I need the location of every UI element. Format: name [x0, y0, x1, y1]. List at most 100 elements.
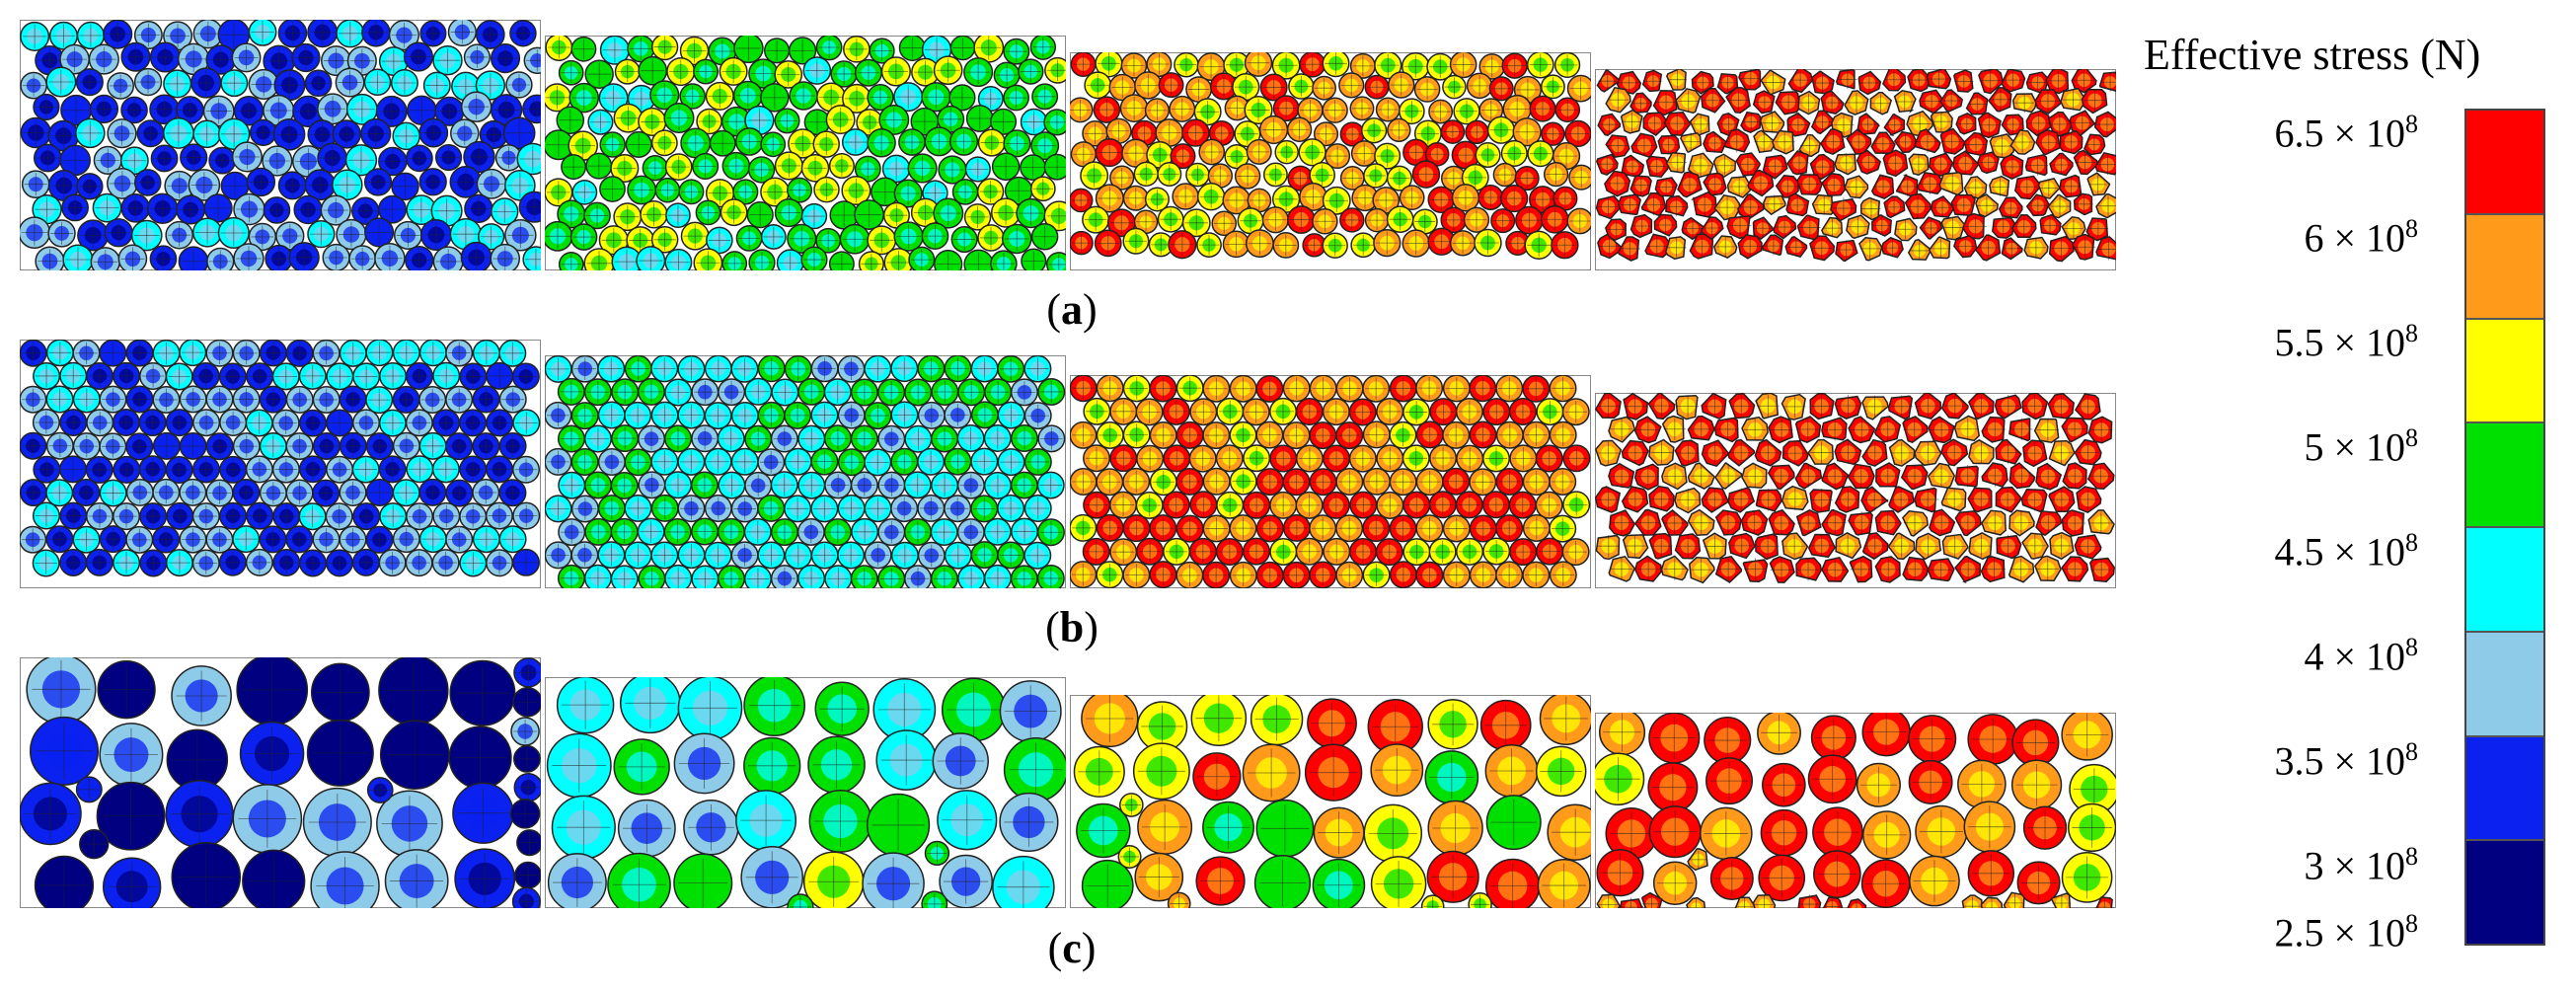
particle: [1861, 532, 1889, 561]
particle: [837, 541, 866, 570]
particle: [568, 130, 598, 161]
particle: [1849, 555, 1873, 583]
particle: [1549, 375, 1577, 403]
particle: [45, 385, 74, 414]
panel-c-2: [545, 677, 1066, 908]
particle: [86, 409, 114, 437]
particle: [1677, 171, 1703, 198]
particle: [165, 220, 193, 250]
particle: [364, 217, 395, 248]
particle: [693, 248, 723, 270]
particle: [650, 447, 679, 476]
particle: [1522, 561, 1551, 588]
particle: [1282, 561, 1311, 588]
particle: [475, 20, 505, 49]
particle: [1246, 138, 1272, 165]
particle: [1623, 393, 1649, 420]
particle: [1309, 375, 1337, 403]
particle: [1003, 38, 1030, 65]
particle: [1386, 165, 1412, 191]
particle: [1820, 90, 1845, 115]
particle: [2069, 110, 2096, 137]
particle: [1428, 99, 1454, 124]
particle: [770, 518, 798, 547]
particle: [1399, 98, 1425, 125]
particle: [1767, 464, 1795, 491]
particle: [992, 855, 1055, 908]
tick-label-3: 5.5 × 108: [2274, 319, 2418, 365]
particle: [89, 94, 119, 123]
particle: [332, 169, 363, 201]
particle: [638, 565, 666, 588]
particle: [1339, 207, 1365, 233]
particle: [1244, 52, 1273, 77]
particle: [391, 172, 419, 201]
particle: [664, 378, 693, 407]
particle: [304, 169, 337, 201]
particle: [1402, 491, 1431, 519]
particle: [1836, 69, 1857, 90]
particle: [1136, 537, 1165, 566]
particle: [1169, 95, 1196, 122]
particle: [432, 501, 461, 530]
particle: [1175, 420, 1204, 449]
particle: [472, 385, 500, 414]
particle: [812, 130, 840, 158]
particle: [1190, 695, 1248, 746]
particle: [1967, 714, 2019, 765]
particle: [677, 401, 706, 429]
particle: [867, 225, 897, 256]
particle: [47, 219, 76, 248]
particle: [704, 447, 732, 476]
particle: [744, 105, 775, 136]
particle: [1134, 852, 1184, 902]
particle: [1486, 115, 1516, 144]
particle: [561, 154, 587, 181]
particle: [1629, 92, 1652, 114]
particle: [1093, 96, 1121, 123]
particle: [2095, 896, 2114, 908]
particle: [2049, 531, 2075, 561]
particle: [393, 220, 423, 250]
particle: [405, 245, 434, 270]
particle: [1714, 462, 1743, 490]
particle: [406, 455, 434, 484]
particle: [1309, 162, 1335, 189]
particle: [1456, 537, 1484, 566]
particle: [957, 378, 986, 407]
particle: [171, 841, 242, 908]
particle: [856, 109, 884, 136]
particle: [1282, 421, 1311, 450]
particle: [551, 795, 616, 860]
particle: [1648, 805, 1702, 859]
particle: [1963, 131, 1989, 157]
particle: [813, 176, 840, 203]
particle: [59, 501, 88, 530]
particle: [1620, 897, 1643, 908]
particle: [1811, 193, 1835, 215]
particle: [837, 448, 866, 477]
particle: [1621, 486, 1649, 513]
particle: [2003, 891, 2025, 908]
particle: [787, 177, 813, 203]
particle: [1856, 113, 1880, 135]
particle: [321, 45, 351, 77]
particle: [1701, 439, 1729, 468]
particle: [1134, 71, 1163, 100]
particle: [97, 659, 156, 720]
particle: [1133, 161, 1159, 187]
particle: [1664, 236, 1687, 261]
particle: [1122, 561, 1151, 588]
particle: [2081, 89, 2108, 115]
particle: [735, 224, 763, 252]
particle: [1001, 223, 1032, 255]
particle: [1648, 532, 1673, 560]
particle: [285, 432, 314, 461]
particle: [610, 517, 639, 546]
particle: [983, 564, 1012, 588]
particle: [2020, 489, 2048, 513]
particle: [1940, 487, 1967, 512]
particle: [277, 171, 307, 200]
particle: [1018, 58, 1044, 85]
particle: [1484, 858, 1541, 908]
